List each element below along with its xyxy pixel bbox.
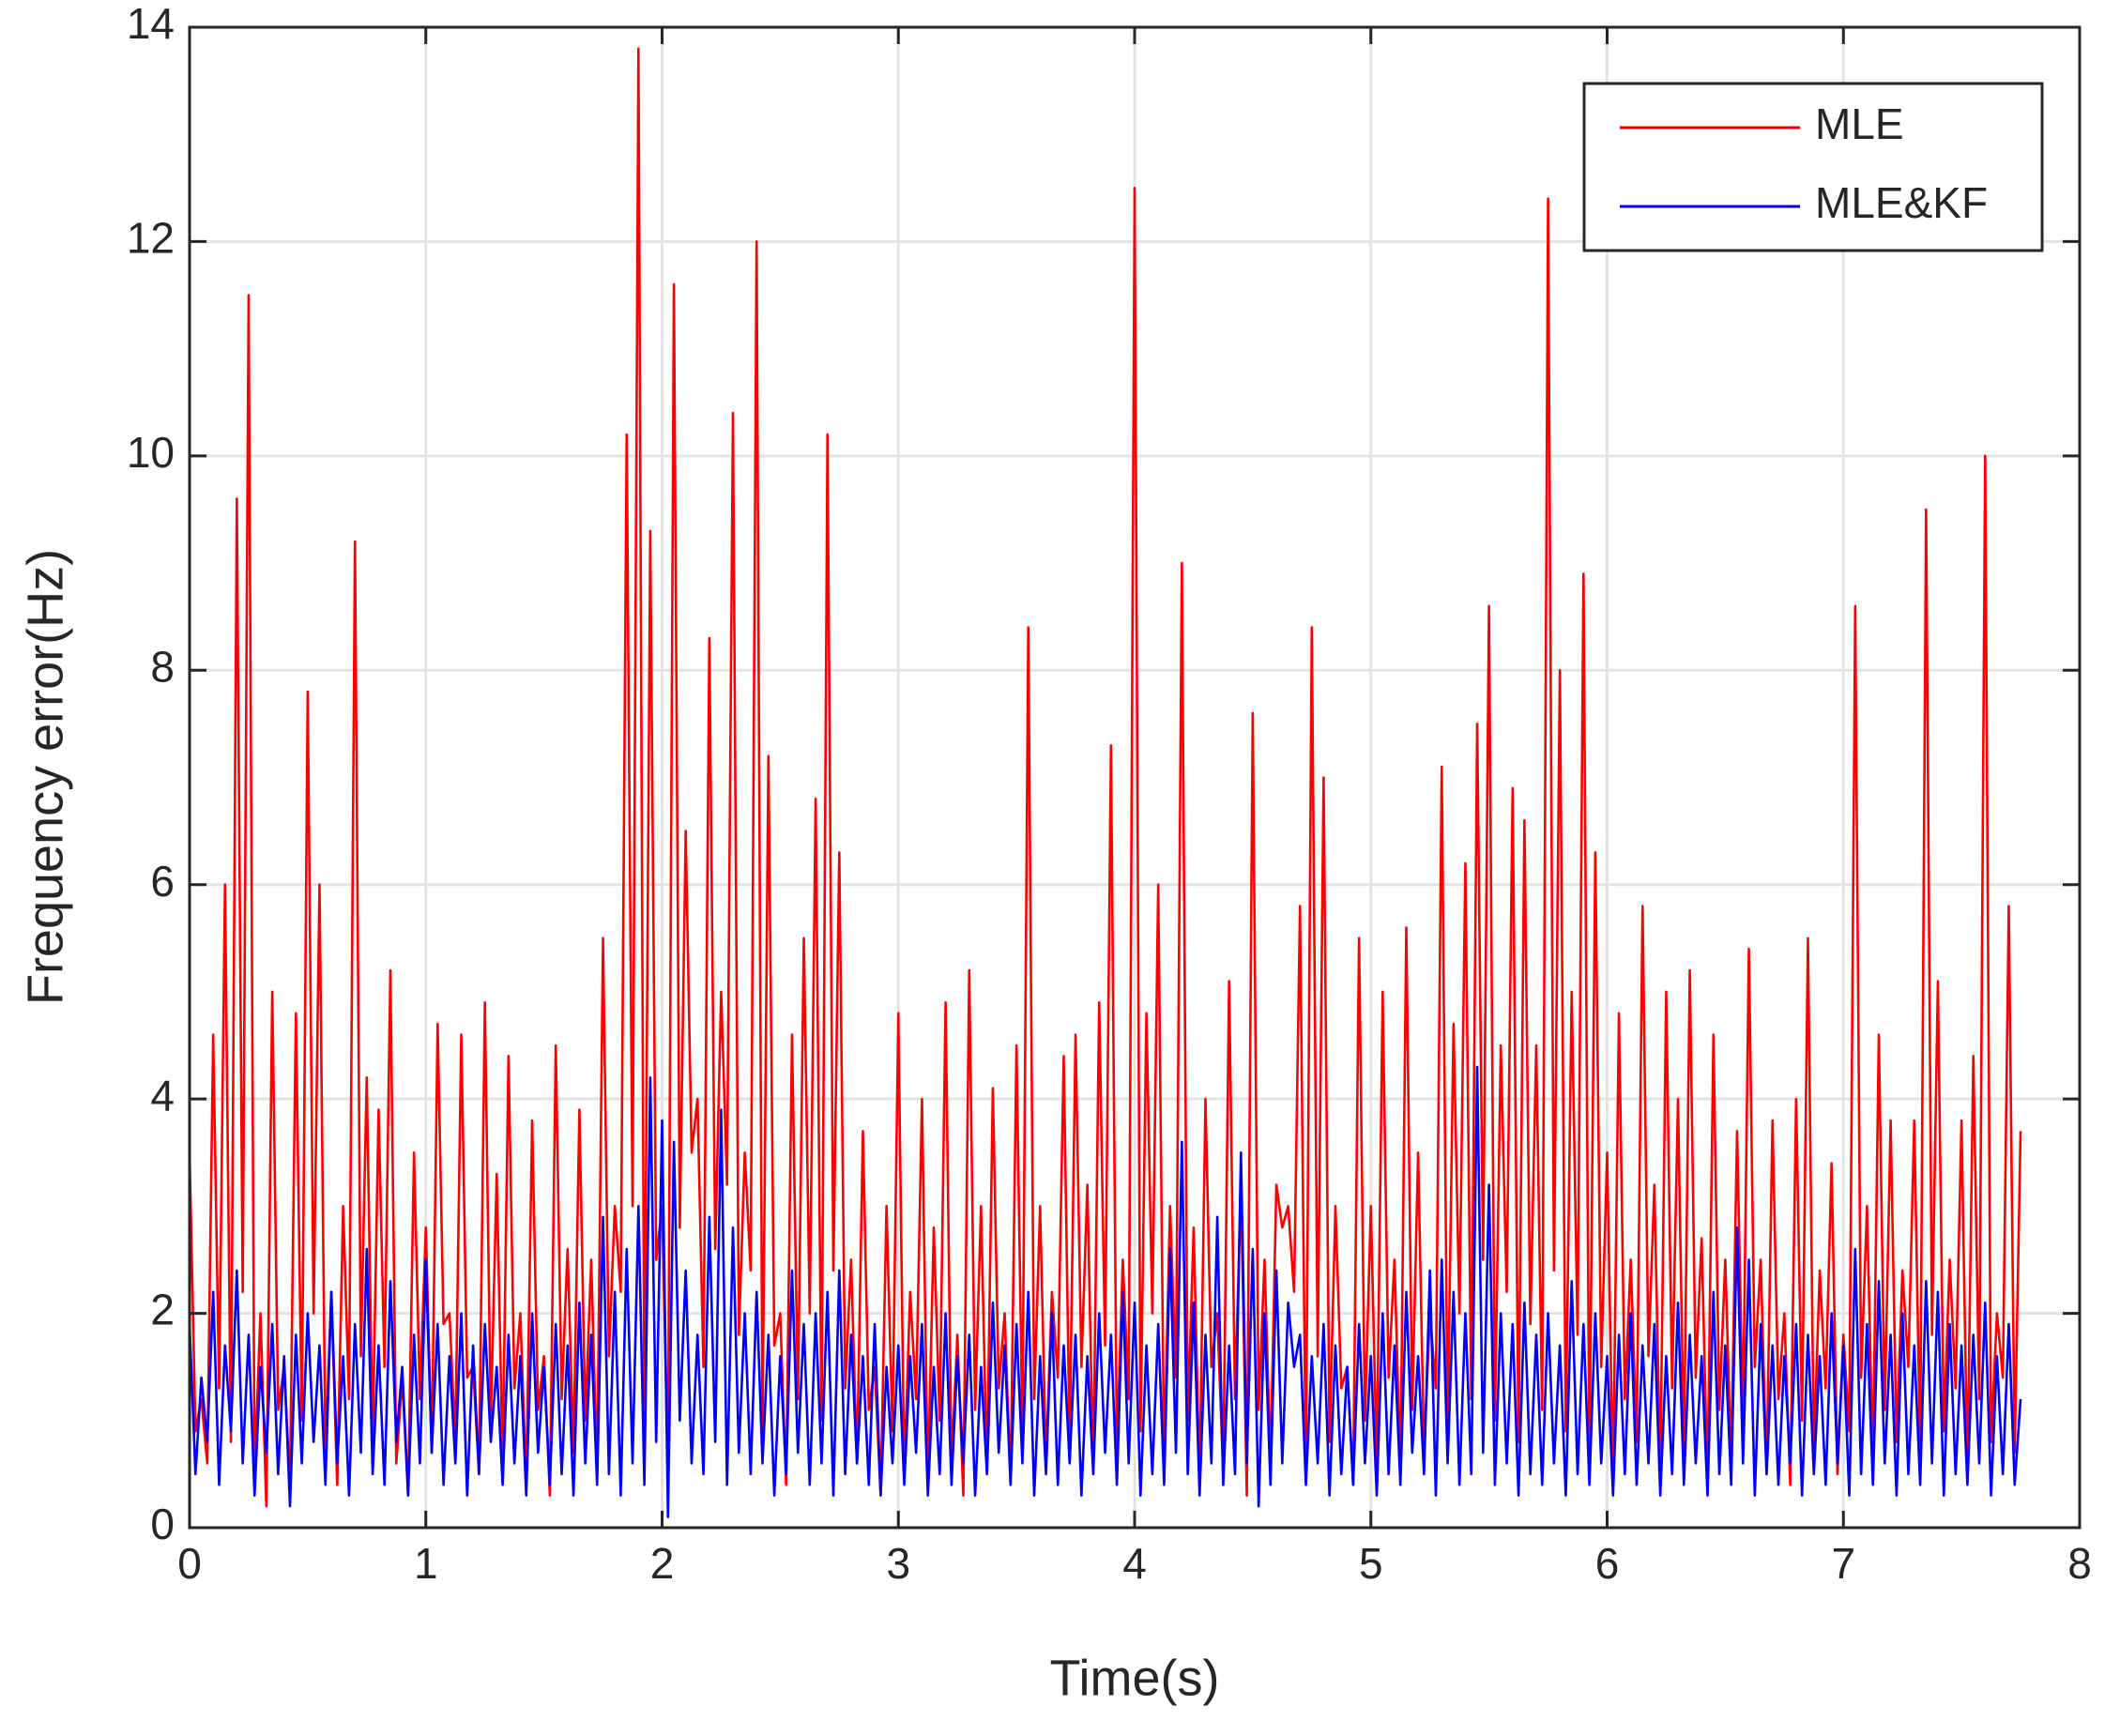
x-tick-label: 6 [1595,1539,1620,1588]
x-tick-label: 8 [2067,1539,2092,1588]
legend-box [1582,82,2044,252]
x-tick-label: 4 [1122,1539,1147,1588]
x-tick-label: 5 [1359,1539,1383,1588]
x-tick-label: 0 [177,1539,202,1588]
x-axis-label: Time(s) [1050,1650,1220,1706]
y-tick-label: 0 [150,1500,175,1548]
legend-label: MLE&KF [1815,178,1988,227]
x-tick-label: 7 [1831,1539,1855,1588]
y-tick-label: 6 [150,857,175,906]
y-tick-label: 14 [127,0,175,48]
x-tick-label: 2 [650,1539,675,1588]
x-tick-label: 1 [414,1539,438,1588]
y-tick-label: 2 [150,1286,175,1334]
x-tick-label: 3 [886,1539,910,1588]
y-tick-label: 12 [127,214,175,263]
y-axis-label: Frequency error(Hz) [17,549,73,1005]
legend: MLE MLE&KF [1582,82,2044,252]
data-line [188,47,2022,1508]
y-tick-label: 4 [150,1071,175,1119]
y-tick-label: 8 [150,642,175,691]
data-line [188,1065,2022,1518]
y-tick-label: 10 [127,428,175,477]
legend-label: MLE [1815,99,1904,148]
